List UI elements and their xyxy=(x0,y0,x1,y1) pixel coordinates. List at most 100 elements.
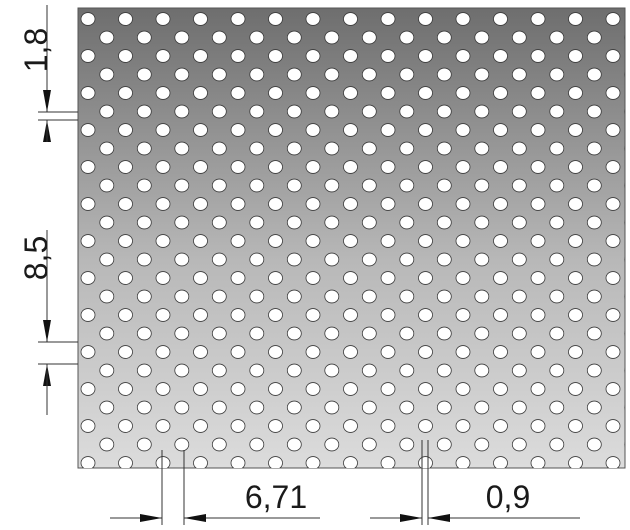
hole xyxy=(511,141,527,156)
hole xyxy=(230,234,246,248)
hole xyxy=(286,326,302,341)
hole xyxy=(230,308,246,322)
hole xyxy=(586,67,602,82)
hole xyxy=(436,326,452,341)
hole xyxy=(118,419,133,433)
hole xyxy=(211,104,227,119)
hole xyxy=(174,363,190,378)
hole xyxy=(305,49,321,63)
hole xyxy=(230,382,246,396)
hole xyxy=(530,456,546,468)
hole xyxy=(418,49,433,63)
hole xyxy=(211,67,227,82)
hole xyxy=(361,104,377,119)
hole xyxy=(211,363,227,378)
hole xyxy=(586,178,602,193)
hole xyxy=(399,400,415,415)
hole xyxy=(624,293,625,300)
hole xyxy=(399,141,415,156)
hole xyxy=(155,345,171,359)
hole xyxy=(511,104,527,119)
hole xyxy=(399,363,415,378)
hole xyxy=(99,215,115,230)
hole xyxy=(268,160,283,174)
hole xyxy=(118,49,133,63)
hole xyxy=(418,456,433,468)
hole xyxy=(155,308,171,322)
hole xyxy=(136,30,152,45)
hole xyxy=(568,12,583,26)
hole xyxy=(305,419,321,433)
hole xyxy=(549,326,565,341)
hole xyxy=(136,178,152,193)
hole xyxy=(343,160,358,174)
hole xyxy=(305,382,321,396)
hole xyxy=(193,456,208,468)
hole xyxy=(136,141,152,156)
hole xyxy=(118,197,133,211)
hole xyxy=(99,104,115,119)
hole xyxy=(605,345,621,359)
hole xyxy=(380,123,396,137)
hole xyxy=(268,12,283,26)
hole xyxy=(474,141,490,156)
hole xyxy=(436,30,452,45)
hole xyxy=(361,252,377,267)
hole xyxy=(624,367,625,374)
hole xyxy=(118,234,133,248)
hole xyxy=(343,456,358,468)
hole xyxy=(343,345,358,359)
dimension-bottom-right: 0,9 xyxy=(370,440,580,525)
hole xyxy=(549,437,565,452)
hole xyxy=(249,67,265,82)
hole xyxy=(343,12,358,26)
hole xyxy=(530,345,546,359)
hole xyxy=(474,252,490,267)
hole xyxy=(493,419,508,433)
hole xyxy=(474,289,490,304)
hole xyxy=(99,437,115,452)
hole xyxy=(474,400,490,415)
hole xyxy=(586,141,602,156)
hole xyxy=(549,141,565,156)
hole xyxy=(324,104,340,119)
hole xyxy=(624,404,625,411)
hole xyxy=(418,382,433,396)
hole xyxy=(193,86,208,100)
hole xyxy=(324,67,340,82)
hole xyxy=(118,382,133,396)
dimension-left-top: 1,8 xyxy=(18,5,78,142)
hole xyxy=(511,215,527,230)
hole xyxy=(286,141,302,156)
hole xyxy=(211,400,227,415)
hole xyxy=(99,252,115,267)
hole xyxy=(605,160,621,174)
hole xyxy=(268,345,283,359)
hole xyxy=(99,363,115,378)
hole xyxy=(530,49,546,63)
hole xyxy=(99,400,115,415)
hole xyxy=(568,123,583,137)
hole xyxy=(361,67,377,82)
hole xyxy=(174,252,190,267)
hole xyxy=(568,271,583,285)
hole xyxy=(493,271,508,285)
hole xyxy=(155,86,171,100)
hole xyxy=(549,67,565,82)
hole xyxy=(530,308,546,322)
hole xyxy=(361,215,377,230)
hole xyxy=(118,160,133,174)
hole xyxy=(136,326,152,341)
hole xyxy=(586,104,602,119)
hole xyxy=(155,49,171,63)
dimension-label-1-8: 1,8 xyxy=(18,28,54,72)
hole xyxy=(530,419,546,433)
hole xyxy=(474,178,490,193)
hole xyxy=(624,108,625,115)
hole xyxy=(136,252,152,267)
hole xyxy=(399,252,415,267)
hole xyxy=(605,271,621,285)
hole xyxy=(568,419,583,433)
hole xyxy=(455,123,471,137)
hole xyxy=(361,363,377,378)
